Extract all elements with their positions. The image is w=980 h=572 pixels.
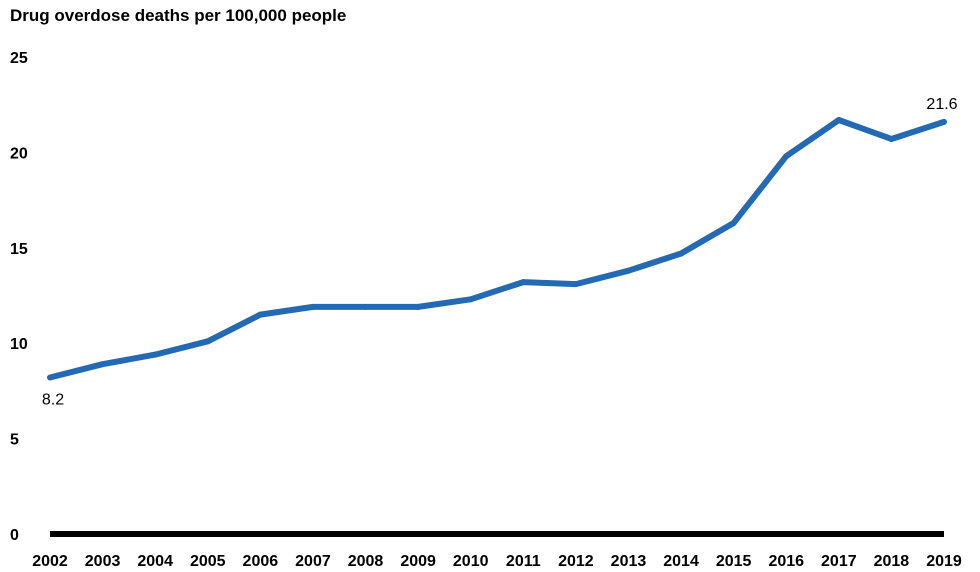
- y-tick-label: 0: [10, 527, 19, 544]
- data-point: [783, 153, 790, 160]
- y-tick-label: 25: [10, 50, 28, 67]
- x-tick-label: 2010: [453, 553, 489, 570]
- x-tick-label: 2015: [716, 553, 752, 570]
- data-point: [309, 303, 316, 310]
- x-tick-label: 2003: [85, 553, 121, 570]
- data-point: [99, 361, 106, 368]
- data-point: [257, 311, 264, 318]
- x-tick-label: 2013: [611, 553, 647, 570]
- x-tick-label: 2007: [295, 553, 331, 570]
- x-tick-label: 2005: [190, 553, 226, 570]
- x-tick-label: 2004: [137, 553, 173, 570]
- data-point: [678, 250, 685, 257]
- x-axis-tick-labels: 2002 2003 2004 2005 2006 2007 2008 2009 2010 2011…: [32, 553, 962, 570]
- data-point: [572, 281, 579, 288]
- data-point: [520, 279, 527, 286]
- series-group: [47, 116, 947, 381]
- series-line: [49, 117, 945, 381]
- x-tick-label: 2016: [768, 553, 804, 570]
- x-tick-label: 2009: [400, 553, 436, 570]
- data-point: [467, 296, 474, 303]
- data-point: [415, 303, 422, 310]
- y-tick-label: 10: [10, 336, 28, 353]
- data-point: [941, 118, 947, 125]
- data-labels: 8.2 21.6: [42, 96, 958, 409]
- y-tick-label: 15: [10, 241, 28, 258]
- data-point: [730, 219, 737, 226]
- data-point: [362, 303, 369, 310]
- x-tick-label: 2019: [926, 553, 962, 570]
- data-point: [152, 351, 159, 358]
- data-point: [625, 267, 632, 274]
- data-point: [204, 338, 211, 345]
- x-tick-label: 2006: [243, 553, 279, 570]
- data-point: [835, 116, 842, 123]
- x-tick-label: 2017: [821, 553, 857, 570]
- data-point: [47, 374, 53, 381]
- x-tick-label: 2018: [874, 553, 910, 570]
- x-tick-label: 2011: [506, 553, 541, 570]
- x-tick-label: 2008: [348, 553, 384, 570]
- data-label: 21.6: [926, 96, 957, 113]
- y-axis-tick-labels: 0 5 10 15 20 25: [10, 50, 28, 544]
- x-tick-label: 2012: [558, 553, 594, 570]
- x-tick-label: 2002: [32, 553, 68, 570]
- y-tick-label: 5: [10, 432, 19, 449]
- y-tick-label: 20: [10, 145, 28, 162]
- chart-title: Drug overdose deaths per 100,000 people: [10, 6, 347, 25]
- data-point: [888, 136, 895, 143]
- x-tick-label: 2014: [663, 553, 699, 570]
- data-label: 8.2: [42, 392, 64, 409]
